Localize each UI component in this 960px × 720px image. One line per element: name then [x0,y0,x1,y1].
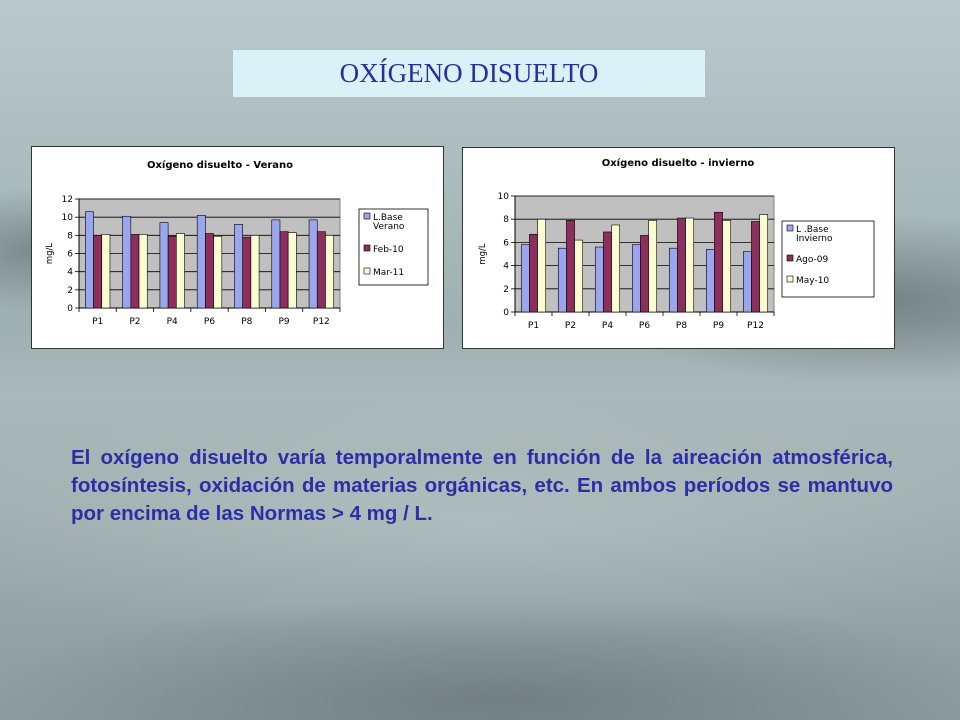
invierno-ytick-label: 4 [503,262,509,272]
invierno-bar-P12-1 [742,251,752,313]
verano-bar-P2-1 [122,215,132,309]
verano-legend [358,208,429,286]
invierno-ytick-label: 2 [503,285,509,295]
invierno-legend-swatch-1 [786,224,794,232]
chart-invierno-svg: Oxígeno disuelto - invierno 0 2 4 6 8 10 mg/L P1… [478,157,875,331]
invierno-ytick-label: 8 [503,215,509,225]
invierno-bar-P1-2 [529,233,538,313]
verano-bar-P6-3 [213,235,223,309]
verano-legend-swatch-2 [363,244,371,252]
invierno-bar-P8-1 [668,247,678,313]
verano-bar-P4-3 [176,233,185,309]
verano-bar-P6-2 [205,233,214,309]
verano-bar-P9-1 [271,219,281,309]
verano-legend-swatch-3 [363,267,371,275]
verano-legend-label-1: Verano [373,222,405,232]
verano-ytick-label: 2 [67,286,73,296]
invierno-ytick-label: 0 [503,308,509,318]
verano-bar-P1-2 [93,235,103,309]
verano-xtick-label: P6 [204,317,215,327]
invierno-bar-P9-3 [722,220,732,313]
invierno-xtick-label: P1 [528,321,539,331]
verano-xtick-label: P2 [129,317,140,327]
invierno-bar-P8-2 [677,217,686,313]
invierno-title: Oxígeno disuelto - invierno [602,157,755,169]
verano-bar-P2-2 [130,234,140,309]
invierno-legend-swatch-2 [786,254,794,262]
verano-bar-P9-3 [287,232,297,309]
verano-legend-label-2: Feb-10 [373,245,404,255]
verano-ytick-label: 6 [67,250,73,260]
verano-xtick-label: P9 [278,317,289,327]
invierno-ylabel: mg/L [478,243,488,265]
invierno-bar-P4-3 [611,224,621,313]
invierno-bar-P2-2 [566,220,575,313]
chart-verano: Oxígeno disuelto - Verano 0 2 4 6 8 10 12 mg/L P1… [31,146,444,349]
verano-xtick-label: P4 [167,317,178,327]
invierno-legend-label-3: May-10 [796,276,829,286]
verano-title: Oxígeno disuelto - Verano [147,159,293,171]
chart-verano-svg: Oxígeno disuelto - Verano 0 2 4 6 8 10 12 mg/L P1… [45,159,429,327]
verano-bar-P1-3 [101,234,111,309]
verano-bar-P12-3 [325,235,334,309]
invierno-bar-P1-1 [520,244,530,313]
invierno-bar-P4-1 [594,246,604,313]
verano-bar-P8-1 [234,224,243,309]
invierno-bar-P2-1 [557,247,567,313]
invierno-xtick-label: P12 [747,321,764,331]
invierno-bar-P6-1 [631,244,641,313]
verano-bar-P12-2 [316,231,326,309]
invierno-xtick-label: P9 [713,321,724,331]
verano-ytick-label: 8 [67,231,73,241]
invierno-xtick-label: P6 [639,321,650,331]
invierno-ytick-label: 6 [503,238,509,248]
verano-xtick-label: P1 [92,317,103,327]
verano-bar-P12-1 [308,219,318,309]
invierno-bar-P2-3 [574,239,584,313]
title-banner: OXÍGENO DISUELTO [233,50,705,97]
invierno-xtick-label: P2 [565,321,576,331]
verano-ytick-label: 0 [67,304,73,314]
verano-bar-P6-1 [196,215,206,309]
invierno-bar-P12-2 [751,221,760,313]
verano-ytick-label: 12 [62,195,73,205]
chart-invierno: Oxígeno disuelto - invierno 0 2 4 6 8 10 mg/L P1… [462,147,895,349]
invierno-legend [781,220,875,298]
invierno-xtick-label: P8 [676,321,687,331]
verano-bar-P9-2 [279,231,289,309]
invierno-bar-P8-3 [685,217,695,313]
verano-bar-P8-3 [250,235,260,309]
invierno-legend-label-2: Ago-09 [796,255,829,265]
invierno-legend-swatch-3 [786,275,794,283]
invierno-legend-label-1: Invierno [796,234,833,244]
description-text: El oxígeno disuelto varía temporalmente … [71,446,893,525]
invierno-bar-P9-2 [714,211,723,313]
invierno-bar-P4-2 [603,231,612,313]
verano-ylabel: mg/L [45,243,55,265]
invierno-xtick-label: P4 [602,321,613,331]
verano-bar-P4-2 [167,235,177,309]
verano-bar-P2-3 [138,234,148,309]
verano-bar-P8-2 [242,236,252,309]
verano-legend-label-3: Mar-11 [373,268,404,278]
verano-legend-swatch-1 [363,212,371,220]
verano-ytick-label: 10 [62,213,74,223]
invierno-bar-P12-3 [759,214,769,313]
invierno-ytick-label: 10 [498,192,510,202]
invierno-bar-P6-3 [648,220,658,313]
verano-legend-label-1: L.Base [373,213,403,223]
verano-bar-P1-1 [85,211,94,309]
invierno-legend-label-1: L .Base [796,225,829,235]
invierno-bar-P6-2 [640,235,649,313]
verano-bar-P4-1 [159,222,169,309]
verano-xtick-label: P12 [313,317,330,327]
verano-ytick-label: 4 [67,268,73,278]
page-title: OXÍGENO DISUELTO [339,58,599,88]
verano-xtick-label: P8 [241,317,252,327]
invierno-bar-P1-3 [537,218,547,313]
invierno-bar-P9-1 [705,249,715,313]
